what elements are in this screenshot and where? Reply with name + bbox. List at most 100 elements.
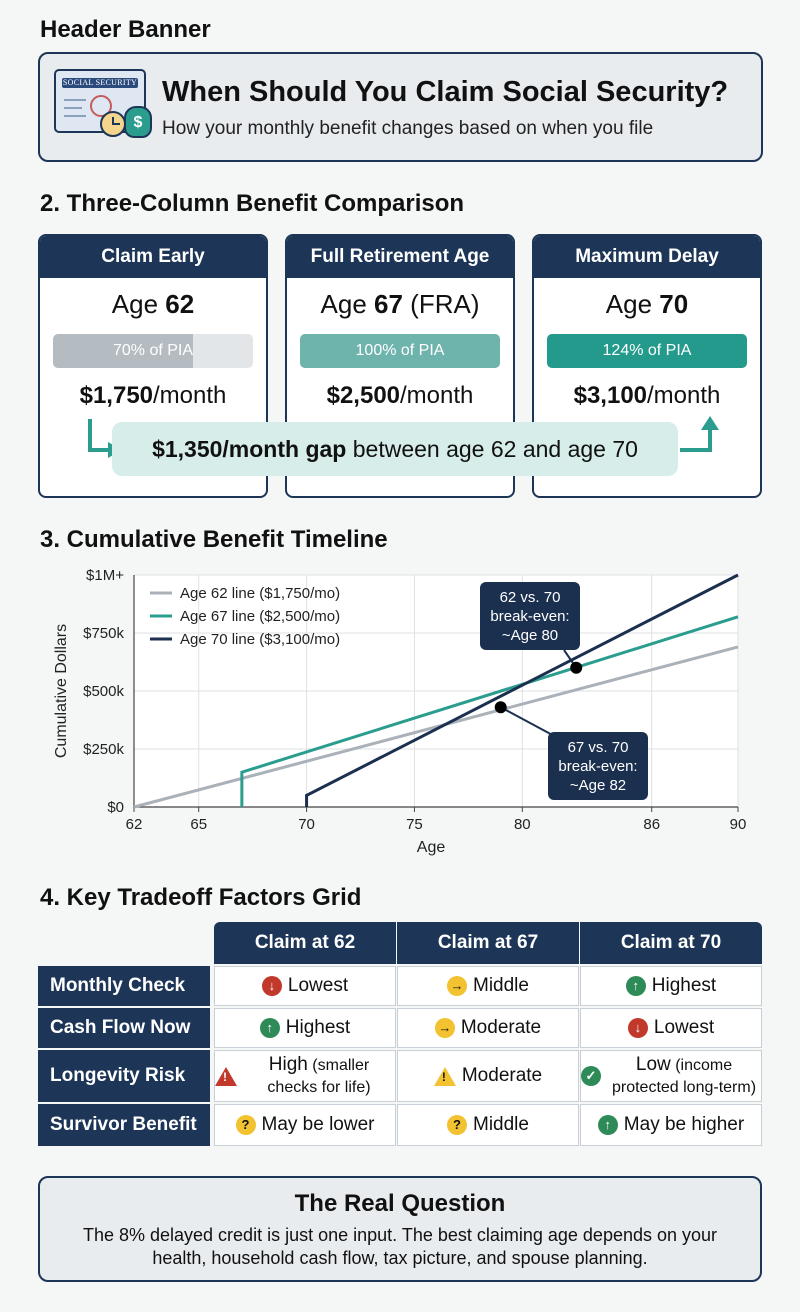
grid-cell-text: Highest bbox=[286, 1017, 350, 1039]
cell-value: Moderate bbox=[461, 1065, 543, 1087]
x-tick-label: 65 bbox=[190, 816, 207, 833]
annotation-box bbox=[548, 732, 648, 800]
arrow-up-icon: ↑ bbox=[259, 1018, 280, 1038]
cell-value: Moderate bbox=[460, 1017, 542, 1039]
card-age: Age 67 (FRA) bbox=[287, 289, 513, 320]
grid-row-label: Survivor Benefit bbox=[38, 1104, 210, 1146]
grid-cell: ? Middle bbox=[397, 1104, 579, 1146]
annotation-text: ~Age 82 bbox=[570, 777, 626, 794]
age-prefix: Age bbox=[605, 289, 660, 319]
card-text: SOCIAL SECURITY bbox=[62, 78, 138, 88]
grid-cell-text: Highest bbox=[652, 975, 716, 997]
break-even-point bbox=[570, 661, 583, 674]
grid-cell: → Middle bbox=[397, 966, 579, 1006]
x-tick-label: 86 bbox=[643, 816, 660, 833]
grid-cell: ? May be lower bbox=[214, 1104, 396, 1146]
annotation-text: 67 vs. 70 bbox=[568, 739, 629, 756]
question-icon: ? bbox=[447, 1115, 467, 1135]
arrow-right-icon: → bbox=[447, 976, 467, 996]
cell-value: Highest bbox=[285, 1017, 351, 1039]
grid-row-label: Cash Flow Now bbox=[38, 1008, 210, 1048]
cell-value: Lowest bbox=[287, 975, 349, 997]
y-tick-label: $250k bbox=[83, 741, 124, 758]
amount-unit: /month bbox=[647, 382, 721, 409]
amount-value: $2,500 bbox=[326, 382, 401, 409]
check-icon: ✓ bbox=[581, 1066, 601, 1086]
pia-bar-fill bbox=[547, 334, 747, 368]
grid-cell-text: Middle bbox=[473, 975, 529, 997]
grid-cell: ! High (smaller checks for life) bbox=[214, 1050, 396, 1102]
grid-cell-text: Moderate bbox=[461, 1017, 541, 1039]
annotation-text: break-even: bbox=[558, 758, 637, 775]
legend-label: Age 62 line ($1,750/mo) bbox=[180, 585, 340, 602]
x-tick-label: 80 bbox=[514, 816, 531, 833]
annotation-box bbox=[480, 582, 580, 650]
age-value: 67 bbox=[374, 289, 403, 319]
grid-cell: ↑ Highest bbox=[214, 1008, 396, 1048]
cell-note: (income protected long-term) bbox=[611, 1057, 757, 1096]
cell-value: Highest bbox=[651, 975, 717, 997]
grid-column-header: Claim at 62 bbox=[214, 922, 396, 964]
series-line bbox=[305, 573, 739, 807]
page-title: When Should You Claim Social Security? bbox=[162, 76, 729, 108]
amount-unit: /month bbox=[153, 382, 227, 409]
gap-callout: $1,350/month gap between age 62 and age … bbox=[112, 422, 678, 476]
warning-icon: ! bbox=[433, 1066, 456, 1086]
card-heading: Claim Early bbox=[40, 236, 266, 278]
amount-value: $3,100 bbox=[573, 382, 648, 409]
grid-cell-text: Lowest bbox=[288, 975, 348, 997]
arrowhead-up-icon bbox=[701, 416, 719, 430]
section-title-grid: 4. Key Tradeoff Factors Grid bbox=[40, 884, 362, 911]
age-suffix: (FRA) bbox=[402, 289, 480, 319]
gap-arrow-right bbox=[680, 428, 712, 452]
annotation-text: break-even: bbox=[490, 608, 569, 625]
card-line bbox=[64, 115, 86, 117]
legend-label: Age 67 line ($2,500/mo) bbox=[180, 608, 340, 625]
x-tick-label: 62 bbox=[126, 816, 143, 833]
cell-value: Middle bbox=[473, 1114, 529, 1136]
real-question-body: The 8% delayed credit is just one input.… bbox=[82, 1225, 718, 1269]
grid-cell: → Moderate bbox=[397, 1008, 579, 1048]
gap-text: between age 62 and age 70 bbox=[346, 436, 638, 462]
grid-column-header: Claim at 67 bbox=[397, 922, 579, 964]
seal-icon bbox=[90, 95, 112, 117]
question-icon: ? bbox=[235, 1115, 256, 1135]
y-tick-label: $0 bbox=[107, 799, 124, 816]
age-prefix: Age bbox=[320, 289, 375, 319]
pia-bar-fill bbox=[53, 334, 193, 368]
legend-label: Age 70 line ($3,100/mo) bbox=[180, 631, 340, 648]
card-heading: Full Retirement Age bbox=[287, 236, 513, 278]
pia-bar: 124% of PIA bbox=[547, 334, 747, 368]
monthly-amount: $1,750/month bbox=[40, 382, 266, 410]
cumulative-benefit-chart: $0 $250k $500k $750k $1M+ 62 65 70 75 80 86 90 Age Cu… bbox=[53, 567, 747, 856]
cell-value: May be higher bbox=[623, 1114, 745, 1136]
pia-bar-fill bbox=[300, 334, 500, 368]
x-tick-label: 75 bbox=[406, 816, 423, 833]
grid-cell-text: High (smaller checks for life) bbox=[243, 1054, 395, 1098]
grid-cell: ↓ Lowest bbox=[580, 1008, 762, 1048]
amount-unit: /month bbox=[400, 382, 474, 409]
pia-label: 124% of PIA bbox=[602, 342, 692, 359]
header-banner: SOCIAL SECURITY $ When Should You Claim … bbox=[38, 52, 763, 162]
age-prefix: Age bbox=[111, 289, 166, 319]
x-tick-label: 90 bbox=[730, 816, 747, 833]
page-subtitle: How your monthly benefit changes based o… bbox=[162, 118, 654, 139]
section-title-comparison: 2. Three-Column Benefit Comparison bbox=[40, 190, 465, 217]
cell-value: High bbox=[268, 1054, 308, 1076]
break-even-point bbox=[494, 701, 507, 714]
y-axis-label: Cumulative Dollars bbox=[53, 624, 70, 758]
pia-label: 70% of PIA bbox=[112, 342, 194, 359]
cell-value: Lowest bbox=[653, 1017, 715, 1039]
warning-icon: ! bbox=[215, 1066, 237, 1086]
x-axis-label: Age bbox=[417, 839, 446, 856]
cell-value: May be lower bbox=[261, 1114, 375, 1136]
amount-value: $1,750 bbox=[79, 382, 154, 409]
cell-value: Low bbox=[635, 1054, 671, 1076]
monthly-amount: $2,500/month bbox=[287, 382, 513, 410]
cell-value: Middle bbox=[473, 975, 529, 997]
gap-amount: $1,350/month gap bbox=[152, 436, 347, 462]
grid-cell: ↑ May be higher bbox=[580, 1104, 762, 1146]
section-title-timeline: 3. Cumulative Benefit Timeline bbox=[40, 526, 388, 553]
arrow-up-icon: ↑ bbox=[597, 1115, 618, 1135]
grid-cell: ↑ Highest bbox=[580, 966, 762, 1006]
